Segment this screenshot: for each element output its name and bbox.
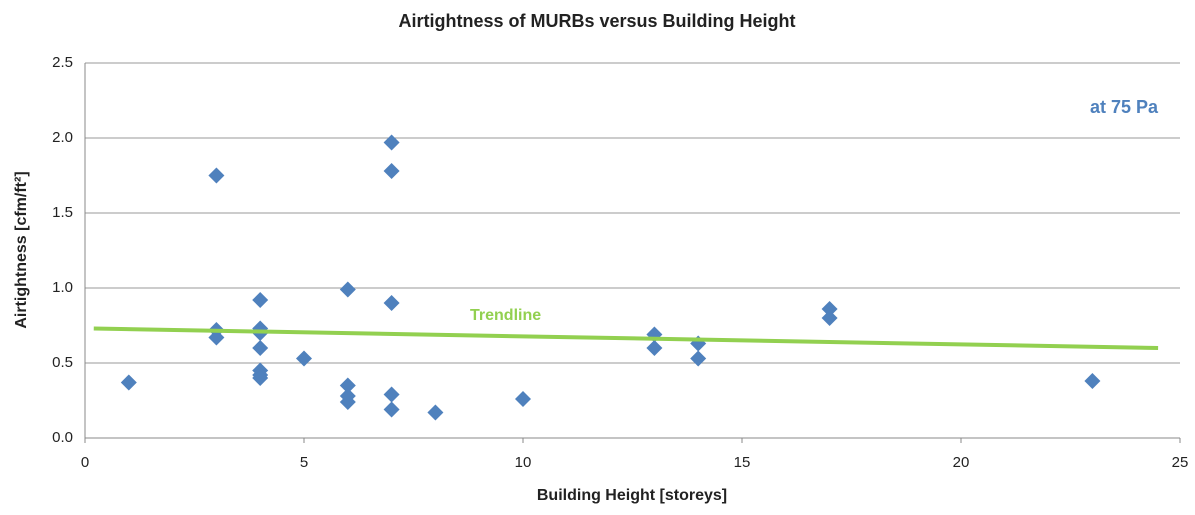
y-tick-label: 1.0 [52, 279, 73, 296]
point [515, 391, 531, 407]
point [252, 340, 269, 356]
point [821, 301, 838, 317]
point [296, 350, 312, 367]
point [339, 281, 356, 298]
point [821, 310, 838, 326]
y-tick-label: 0.0 [52, 429, 73, 446]
point [120, 374, 137, 391]
y-tick-label: 1.5 [52, 204, 73, 221]
x-tick-label: 25 [1172, 454, 1189, 471]
point [252, 370, 269, 386]
x-tick-label: 20 [953, 454, 970, 471]
point [383, 134, 400, 151]
point [383, 386, 400, 403]
chart-title: Airtightness of MURBs versus Building He… [398, 11, 795, 31]
x-tick-label: 10 [515, 454, 532, 471]
y-tick-label: 2.5 [52, 54, 73, 71]
x-axis-label: Building Height [storeys] [537, 487, 727, 504]
point [690, 350, 707, 367]
x-tick-label: 5 [300, 454, 308, 471]
y-tick-label: 0.5 [52, 354, 73, 371]
x-tick-label: 0 [81, 454, 89, 471]
point [339, 394, 356, 410]
point [383, 163, 400, 179]
point [383, 295, 400, 311]
point [208, 167, 225, 184]
point [252, 292, 269, 308]
point [1084, 373, 1101, 389]
y-axis-label: Airtightness [cfm/ft²] [13, 171, 30, 328]
point [646, 340, 663, 356]
y-tick-label: 2.0 [52, 129, 73, 146]
trendline [93, 326, 1159, 350]
x-tick-label: 15 [734, 454, 751, 471]
point [208, 329, 225, 346]
trendline-label: Trendline [470, 307, 541, 324]
point [339, 377, 356, 394]
annotation: at 75 Pa [1090, 97, 1159, 117]
point [427, 404, 444, 421]
point [383, 401, 400, 418]
